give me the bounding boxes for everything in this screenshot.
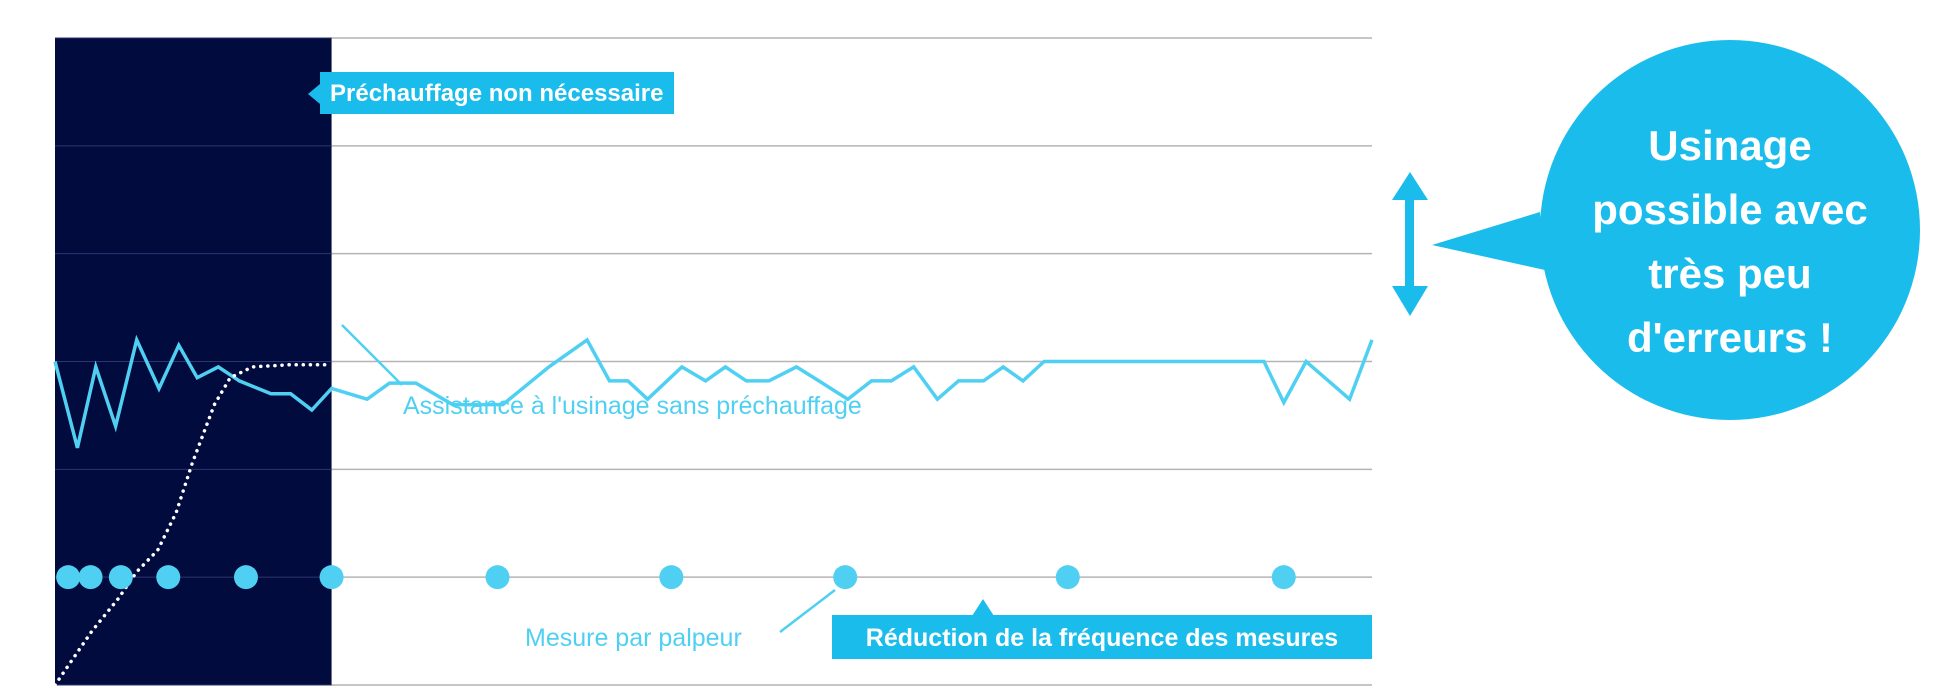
bubble-line-1: Usinage <box>1648 122 1811 169</box>
probe-measure-point <box>485 565 510 590</box>
reduction-tag-box <box>832 615 1372 659</box>
probe-measure-point <box>1055 565 1080 590</box>
reduction-tag-text: Réduction de la fréquence des mesures <box>866 624 1338 652</box>
probe-label: Mesure par palpeur <box>525 624 742 652</box>
reduction-tag-pointer <box>972 599 994 616</box>
probe-measure-point <box>833 565 858 590</box>
series-dotted-line <box>53 362 334 687</box>
double-arrow-icon <box>1392 172 1428 316</box>
assist-label: Assistance à l'usinage sans préchauffage <box>403 392 862 420</box>
preheat-tag-text: Préchauffage non nécessaire <box>330 80 663 107</box>
marker-layer <box>56 565 1296 590</box>
probe-leader-line <box>779 589 836 633</box>
series-solid-line <box>53 334 1374 449</box>
probe-measure-point <box>1271 565 1296 590</box>
series-layer <box>53 334 1374 687</box>
preheat-tag: Préchauffage non nécessaire <box>308 72 674 114</box>
bubble-line-3: très peu <box>1648 250 1811 297</box>
preheat-tag-pointer <box>308 84 320 104</box>
callout-bubble-tail <box>1432 212 1545 270</box>
bubble-line-4: d'erreurs ! <box>1627 314 1833 361</box>
probe-measure-point <box>108 565 133 590</box>
probe-measure-point <box>56 565 81 590</box>
reduction-tag: Réduction de la fréquence des mesures <box>832 599 1372 659</box>
callout-bubble: Usinage possible avec très peu d'erreurs… <box>1432 40 1920 420</box>
probe-measure-point <box>156 565 181 590</box>
probe-measure-point <box>78 565 103 590</box>
probe-measure-point <box>319 565 344 590</box>
bubble-line-2: possible avec <box>1592 186 1867 233</box>
preheat-tag-box <box>320 72 674 114</box>
callout-bubble-circle <box>1540 40 1920 420</box>
probe-measure-point <box>659 565 684 590</box>
probe-measure-point <box>233 565 258 590</box>
assist-leader-line <box>341 324 403 386</box>
